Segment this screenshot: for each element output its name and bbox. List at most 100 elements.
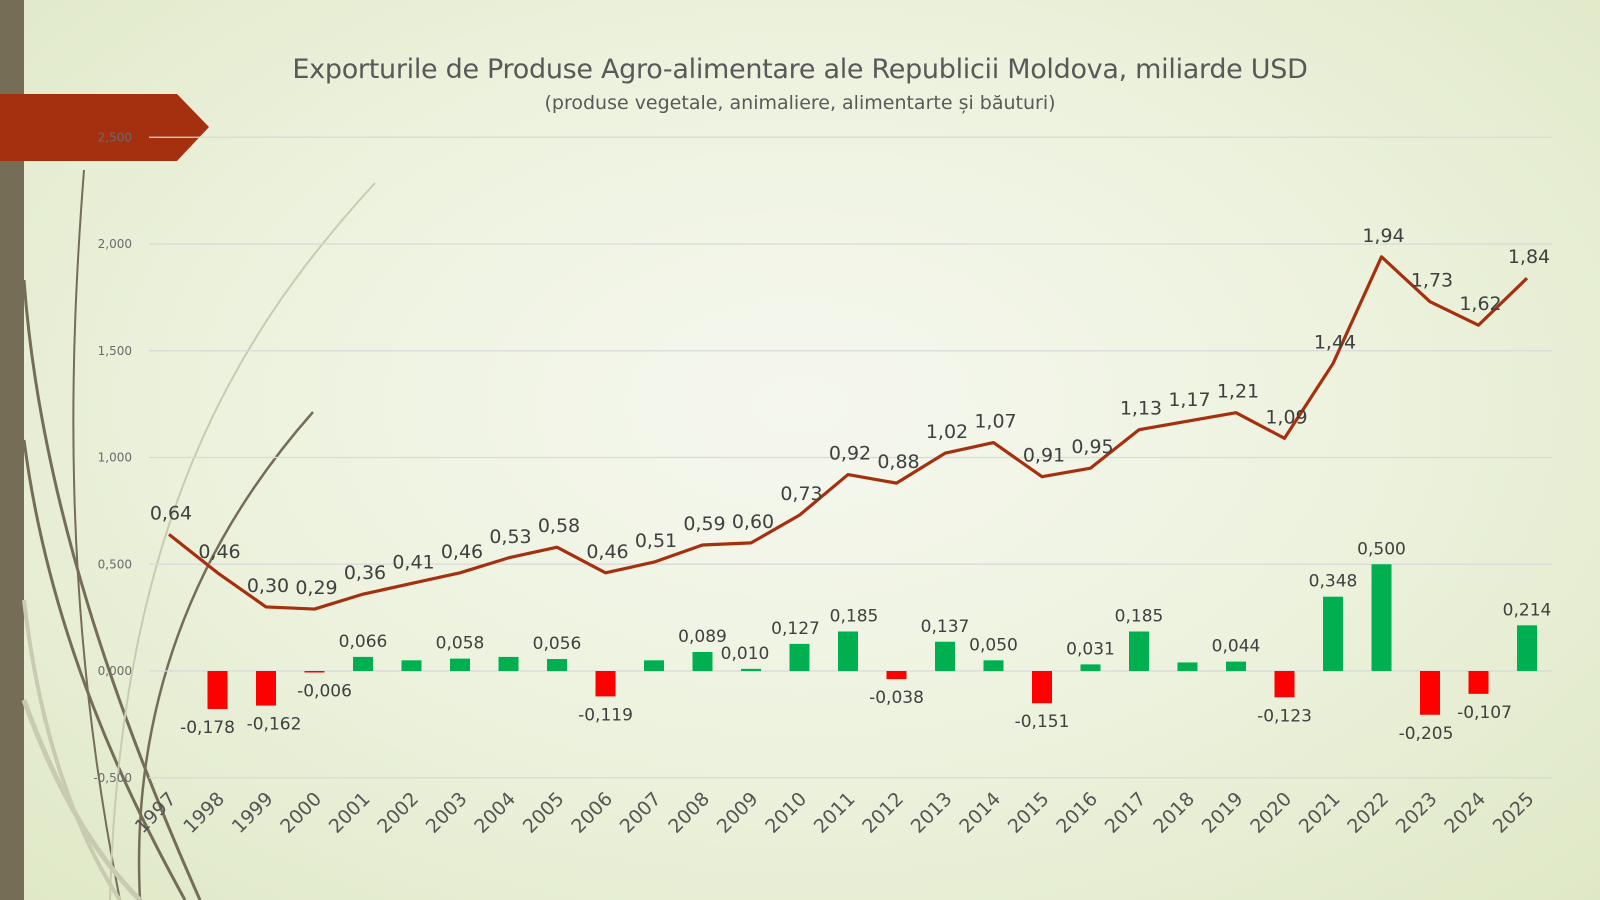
x-tick-label: 2001: [325, 788, 375, 838]
y-tick-label: 0,500: [98, 557, 132, 571]
x-tick-label: 2004: [470, 788, 520, 838]
gridlines: [149, 136, 1552, 779]
x-tick-label: 2022: [1343, 788, 1393, 838]
bar: [450, 658, 470, 671]
x-tick-label: 2025: [1489, 788, 1539, 838]
bar: [256, 671, 276, 706]
bar: [1032, 671, 1052, 704]
bar: [498, 656, 519, 671]
line-labels: 0,64 0,46 0,30 0,29 0,36 0,41 0,46 0,53 0,58 0,46…: [150, 225, 1550, 599]
x-tick-label: 2005: [519, 788, 569, 838]
line-label: 1,09: [1265, 406, 1307, 428]
bar-label: 0,214: [1503, 600, 1552, 620]
line-label: 0,36: [344, 562, 386, 584]
x-tick-label: 2002: [373, 788, 423, 838]
bar-label: 0,500: [1357, 539, 1406, 559]
line-label: 1,21: [1217, 381, 1259, 403]
line-label: 0,91: [1023, 445, 1065, 467]
bar-label: 0,010: [721, 644, 770, 664]
x-tick-label: 2015: [1004, 788, 1054, 838]
line-label: 0,95: [1071, 436, 1113, 458]
deco-curve-7: [21, 699, 142, 900]
x-tick-label: 2024: [1440, 788, 1490, 838]
bar-label: 0,137: [921, 617, 970, 637]
line-label: 1,44: [1314, 332, 1356, 354]
bar-label: -0,006: [297, 681, 352, 701]
x-tick-label: 2018: [1149, 788, 1199, 838]
line-label: 0,30: [247, 575, 289, 597]
x-tick-label: 2016: [1052, 788, 1102, 838]
bar-label: 0,056: [533, 634, 582, 654]
x-tick-label: 2011: [810, 788, 860, 838]
deco-curve-6: [137, 411, 314, 900]
x-tick-label: 1999: [228, 788, 278, 838]
bar: [595, 671, 616, 697]
bar: [1274, 671, 1295, 698]
bar: [1371, 564, 1392, 671]
line-label: 0,41: [392, 551, 434, 573]
x-tick-label: 2010: [761, 788, 811, 838]
decorative-curves: [21, 169, 376, 900]
bar-label: 0,127: [771, 619, 820, 639]
deco-curve-2: [22, 279, 202, 900]
bar-label: -0,151: [1015, 712, 1070, 732]
bar: [1177, 662, 1198, 671]
x-tick-label: 2014: [955, 788, 1005, 838]
x-tick-label: 2020: [1246, 788, 1296, 838]
line-label: 0,64: [150, 502, 192, 524]
line-label: 0,53: [489, 526, 531, 548]
bar-labels: -0,178 -0,162 -0,006 0,066 0,058 0,056 -0,119 0…: [180, 539, 1551, 744]
y-tick-label: 1,000: [98, 451, 132, 465]
line-label: 0,51: [635, 530, 677, 552]
bar: [304, 671, 325, 673]
bar-label: 0,058: [436, 634, 485, 654]
bar-label: -0,178: [180, 718, 235, 738]
bar: [1080, 664, 1101, 671]
bar-label: 0,185: [830, 607, 879, 627]
bar: [983, 660, 1004, 671]
y-tick-label: 2,000: [98, 237, 132, 251]
x-tick-label: 2007: [616, 788, 666, 838]
x-tick-label: 1997: [131, 788, 181, 838]
line-label: 0,46: [441, 541, 483, 563]
line-label: 1,07: [974, 411, 1016, 433]
y-tick-label: 2,500: [98, 130, 132, 144]
bar: [207, 671, 228, 710]
bar-label: 0,066: [339, 632, 388, 652]
y-tick-label: 0,000: [98, 664, 132, 678]
x-tick-label: 2021: [1295, 788, 1345, 838]
bar: [1226, 661, 1246, 671]
bar: [1129, 631, 1149, 671]
bar-label: -0,119: [578, 705, 633, 725]
x-tick-label: 2003: [422, 788, 472, 838]
bar: [838, 631, 858, 671]
x-axis-ticks: 1997199819992000200120022003200420052006…: [131, 788, 1539, 838]
bar-label: 0,044: [1212, 637, 1261, 657]
deco-curve-4: [22, 599, 122, 900]
bar-label: 0,089: [678, 627, 727, 647]
bar: [789, 643, 810, 671]
line-label: 0,46: [198, 541, 240, 563]
bar: [401, 660, 422, 671]
deco-curve-3: [22, 439, 187, 900]
line-label: 0,73: [780, 483, 822, 505]
bar: [644, 660, 664, 671]
bar: [1420, 671, 1440, 715]
bar: [353, 656, 373, 671]
x-tick-label: 2023: [1392, 788, 1442, 838]
bar: [935, 641, 955, 671]
x-tick-label: 2000: [276, 788, 326, 838]
x-tick-label: 2006: [567, 788, 617, 838]
line-label: 0,88: [877, 451, 919, 473]
x-tick-label: 2008: [664, 788, 714, 838]
bar-label: 0,031: [1066, 639, 1115, 659]
line-path: [168, 255, 1529, 611]
y-tick-label: -0,500: [93, 771, 132, 785]
title-ribbon: [0, 94, 209, 161]
bar-label: -0,107: [1457, 703, 1512, 723]
x-tick-label: 2017: [1101, 788, 1151, 838]
line-label: 0,29: [295, 577, 337, 599]
bar-label: 0,348: [1309, 572, 1358, 592]
bar: [1323, 596, 1343, 671]
chart-subtitle: (produse vegetale, animaliere, alimentar…: [544, 92, 1056, 114]
